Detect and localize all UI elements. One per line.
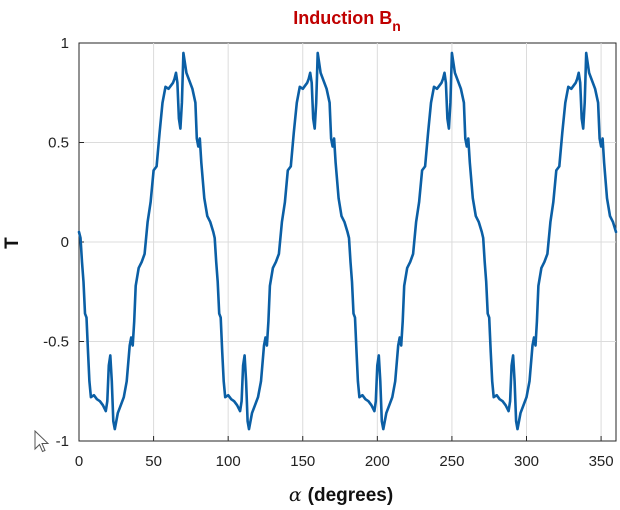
x-tick-label: 0 bbox=[75, 453, 83, 470]
y-tick-label: -0.5 bbox=[43, 334, 69, 351]
y-axis-label: T bbox=[2, 237, 23, 249]
x-axis-label: α (degrees) bbox=[289, 484, 393, 506]
y-tick-label: 1 bbox=[61, 35, 69, 52]
x-tick-label: 100 bbox=[216, 453, 241, 470]
y-tick-label: 0.5 bbox=[48, 135, 69, 152]
series-group bbox=[77, 51, 618, 431]
y-tick-label: 0 bbox=[61, 234, 69, 251]
y-tick-label: -1 bbox=[56, 433, 69, 450]
x-tick-label: 50 bbox=[145, 453, 162, 470]
x-tick-label: 300 bbox=[514, 453, 539, 470]
mouse-pointer-icon bbox=[34, 430, 50, 453]
x-tick-label: 200 bbox=[365, 453, 390, 470]
gridlines bbox=[79, 43, 616, 441]
x-tick-label: 250 bbox=[439, 453, 464, 470]
x-tick-label: 150 bbox=[290, 453, 315, 470]
x-tick-label: 350 bbox=[589, 453, 614, 470]
y-axis-ticks: -1 -0.5 0 0.5 1 bbox=[43, 35, 84, 450]
x-axis-ticks: 0 50 100 150 200 250 300 350 bbox=[75, 436, 614, 470]
series-line bbox=[77, 51, 618, 431]
chart-title: Induction Bn bbox=[293, 8, 401, 34]
